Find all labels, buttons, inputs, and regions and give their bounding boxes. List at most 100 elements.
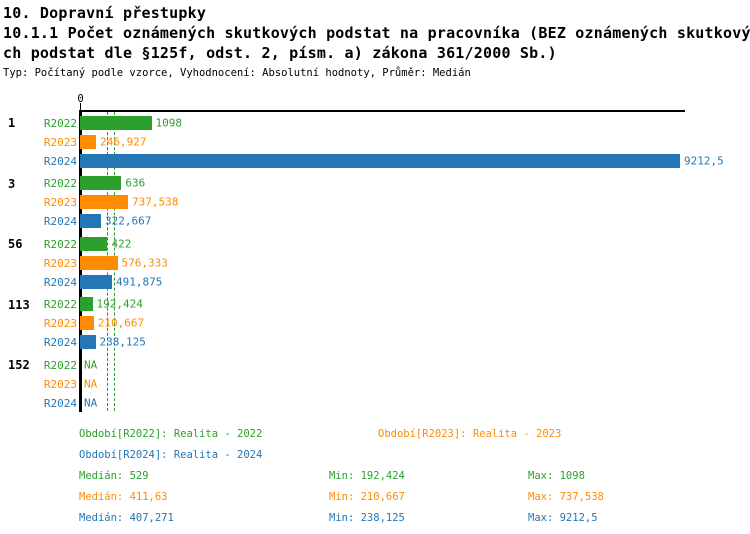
page-title: 10. Dopravní přestupky	[3, 4, 207, 22]
value-label: NA	[84, 396, 98, 409]
value-label: 322,667	[105, 214, 152, 228]
series-label: R2024	[43, 275, 77, 289]
bar-row: R2023 576,333	[0, 253, 750, 272]
bar-groups: 1 R2022 1098 R2023 246,927 R2024 9212,5 3 R2022 6…	[0, 113, 750, 416]
bar-row: R2024 491,875	[0, 272, 750, 291]
bar	[80, 195, 129, 209]
bar-track: 1098	[80, 115, 750, 130]
value-label: 246,927	[100, 135, 147, 148]
value-label: 192,424	[96, 297, 143, 311]
legend-median: Medián: 411,63	[79, 491, 168, 503]
legend-period-r2023: Období[R2023]: Realita - 2023	[378, 428, 562, 440]
legend-max: Max: 737,538	[528, 491, 604, 503]
bar-track: 322,667	[80, 214, 750, 228]
value-label: 491,875	[116, 275, 163, 288]
legend-period-r2022: Období[R2022]: Realita - 2022	[79, 428, 263, 440]
chart-title-line-2: ch podstat dle §125f, odst. 2, písm. a) …	[3, 44, 557, 62]
legend-median: Medián: 407,271	[79, 512, 174, 524]
group-label: 1	[8, 116, 16, 130]
legend-max: Max: 1098	[528, 470, 585, 482]
value-label: 1098	[155, 116, 183, 129]
bar-track: 210,667	[80, 316, 750, 330]
bar-track: 238,125	[80, 335, 750, 349]
series-label: R2024	[43, 215, 77, 228]
bar-row: R2023 246,927	[0, 132, 750, 151]
bar	[80, 335, 96, 349]
series-label: R2024	[43, 396, 77, 410]
bar-track: NA	[80, 377, 750, 391]
series-label: R2023	[43, 196, 77, 209]
value-label: 210,667	[97, 316, 145, 330]
bar	[80, 153, 680, 168]
value-label: NA	[84, 358, 98, 371]
bar-track: NA	[80, 396, 750, 410]
value-label: 576,333	[121, 256, 168, 269]
bar	[80, 316, 94, 330]
bar	[80, 134, 97, 149]
group-label: 113	[8, 297, 30, 312]
x-axis-zero-tick	[80, 103, 81, 111]
bar-row: R2023 737,538	[0, 193, 750, 212]
group-label: 56	[8, 237, 23, 251]
series-label: R2022	[43, 116, 77, 130]
group-label: 3	[8, 176, 16, 191]
legend-median: Medián: 529	[79, 470, 149, 482]
series-label: R2022	[43, 358, 77, 372]
bar-track: 491,875	[80, 274, 750, 289]
bar-row: 56 R2022 422	[0, 234, 750, 253]
legend-min: Min: 210,667	[329, 491, 405, 503]
value-label: 422	[111, 237, 132, 250]
bar-track: NA	[80, 358, 750, 372]
value-label: NA	[84, 377, 98, 390]
bar-track: 9212,5	[80, 153, 750, 168]
value-label: 636	[125, 176, 146, 190]
bar-track: 422	[80, 236, 750, 251]
bar-group: 3 R2022 636 R2023 737,538 R2024 322,667	[0, 174, 750, 231]
series-label: R2023	[43, 377, 77, 391]
bar	[80, 115, 152, 130]
x-axis-zero-tick-label: 0	[77, 93, 84, 105]
bar	[80, 176, 122, 190]
bar-row: R2024 322,667	[0, 212, 750, 231]
series-label: R2023	[43, 317, 77, 330]
value-label: 9212,5	[684, 154, 724, 167]
series-label: R2022	[43, 177, 77, 190]
bar-track: 192,424	[80, 297, 750, 311]
bar-group: 56 R2022 422 R2023 576,333 R2024 491,875	[0, 234, 750, 291]
x-axis-line	[79, 110, 685, 112]
bar-row: 152 R2022 NA	[0, 355, 750, 374]
bar-row: 1 R2022 1098	[0, 113, 750, 132]
bar-track: 737,538	[80, 195, 750, 209]
chart-meta-info: Typ: Počítaný podle vzorce, Vyhodnocení:…	[3, 67, 471, 79]
bar-row: R2024 238,125	[0, 333, 750, 352]
bar-group: 1 R2022 1098 R2023 246,927 R2024 9212,5	[0, 113, 750, 170]
bar-row: R2024 9212,5	[0, 151, 750, 170]
value-label: 238,125	[99, 335, 146, 349]
series-label: R2023	[43, 256, 77, 270]
legend-min: Min: 238,125	[329, 512, 405, 524]
series-label: R2022	[43, 298, 77, 311]
bar	[80, 274, 113, 289]
series-label: R2023	[43, 135, 77, 149]
legend-min: Min: 192,424	[329, 470, 405, 482]
legend-max: Max: 9212,5	[528, 512, 598, 524]
value-label: 737,538	[132, 195, 179, 209]
bar-track: 636	[80, 176, 750, 190]
series-label: R2022	[43, 237, 77, 251]
group-label: 152	[8, 358, 30, 372]
chart-header: 10. Dopravní přestupky 10.1.1 Počet ozná…	[3, 3, 750, 81]
bar	[80, 297, 93, 311]
bar-group: 152 R2022 NA R2023 NA R2024 NA	[0, 355, 750, 412]
bar-row: R2023 NA	[0, 374, 750, 393]
bar-row: 3 R2022 636	[0, 174, 750, 193]
series-label: R2024	[43, 336, 77, 349]
legend-period-r2024: Období[R2024]: Realita - 2024	[79, 449, 263, 461]
bar	[80, 236, 108, 251]
bar	[80, 255, 118, 270]
bar-group: 113 R2022 192,424 R2023 210,667 R2024 238,125	[0, 295, 750, 352]
chart-title-line-1: 10.1.1 Počet oznámených skutkových podst…	[3, 24, 750, 42]
bar	[80, 214, 101, 228]
bar-row: R2024 NA	[0, 393, 750, 412]
bar-row: 113 R2022 192,424	[0, 295, 750, 314]
